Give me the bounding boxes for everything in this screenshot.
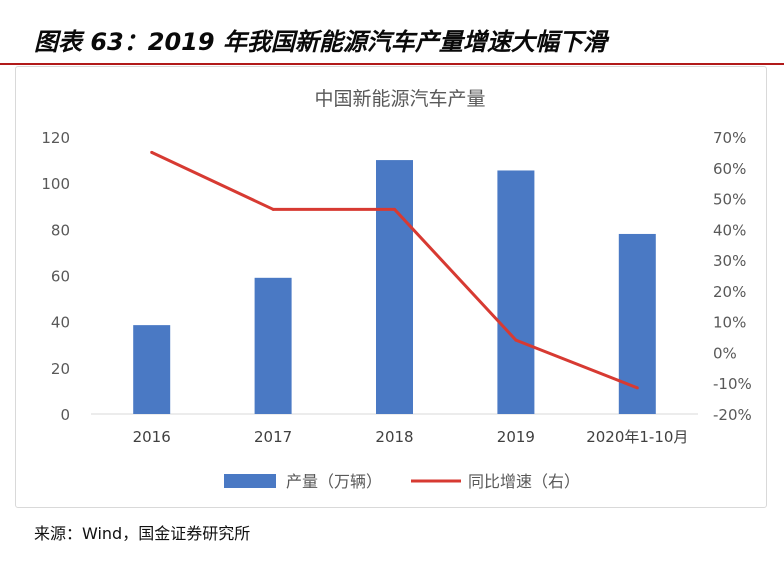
x-tick-label: 2020年1-10月 — [586, 428, 688, 446]
source-note: 来源：Wind，国金证券研究所 — [34, 524, 251, 543]
x-tick-label: 2016 — [133, 428, 171, 446]
bar-series — [133, 150, 656, 414]
x-tick-label: 2018 — [375, 428, 413, 446]
x-tick-label: 2019 — [497, 428, 535, 446]
growth-rate-line — [151, 151, 638, 390]
bar-2016 — [133, 325, 171, 414]
left-tick-label: 120 — [41, 129, 70, 147]
right-tick-label: 60% — [713, 160, 746, 178]
chart-title: 中国新能源汽车产量 — [314, 88, 485, 110]
legend: 产量（万辆） 同比增速（右） — [224, 472, 580, 491]
bar-2018 — [376, 160, 413, 414]
bar-2017 — [254, 277, 292, 414]
left-y-axis: 0 20 40 60 80 100 120 — [41, 129, 70, 424]
chart-container: 中国新能源汽车产量 0 20 40 60 80 100 120 -20% -10% 0% 10% 2… — [15, 66, 767, 508]
right-tick-label: -20% — [713, 406, 752, 424]
right-tick-label: 0% — [713, 344, 737, 362]
right-tick-label: 10% — [713, 314, 746, 332]
x-axis-labels: 2016 2017 2018 2019 2020年1-10月 — [133, 428, 689, 446]
x-tick-label: 2017 — [254, 428, 292, 446]
figure-title: 图表 63：2019 年我国新能源汽车产量增速大幅下滑 — [34, 28, 607, 56]
left-tick-label: 40 — [51, 314, 70, 332]
right-tick-label: 20% — [713, 283, 746, 301]
left-tick-label: 100 — [41, 175, 70, 193]
legend-bar-label: 产量（万辆） — [286, 472, 382, 491]
legend-line-label: 同比增速（右） — [468, 472, 580, 491]
left-tick-label: 0 — [60, 406, 70, 424]
right-tick-label: 70% — [713, 129, 746, 147]
production-chart: 中国新能源汽车产量 0 20 40 60 80 100 120 -20% -10% 0% 10% 2… — [41, 88, 752, 491]
legend-bar-swatch — [224, 474, 276, 488]
right-tick-label: 40% — [713, 221, 746, 239]
left-tick-label: 80 — [51, 221, 70, 239]
right-tick-label: 50% — [713, 191, 746, 209]
title-divider — [0, 63, 784, 65]
right-y-axis: -20% -10% 0% 10% 20% 30% 40% 50% 60% 70% — [713, 129, 752, 424]
left-tick-label: 20 — [51, 360, 70, 378]
right-tick-label: -10% — [713, 375, 752, 393]
left-tick-label: 60 — [51, 268, 70, 286]
right-tick-label: 30% — [713, 252, 746, 270]
bar-2019 — [497, 170, 535, 414]
